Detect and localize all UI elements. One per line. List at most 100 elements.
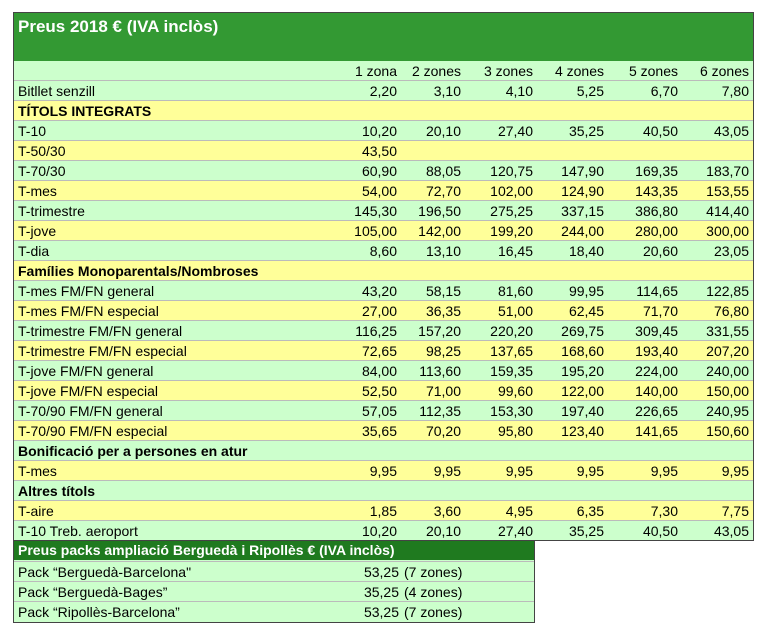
price: 9,95: [433, 463, 461, 479]
price: 195,20: [561, 363, 604, 379]
row-label: T-aire: [18, 503, 54, 519]
price-row: T-trimestre 145,30 196,50 275,25 337,15 386,8…: [14, 200, 753, 220]
section-row: Altres títols: [14, 480, 753, 500]
price: 4,95: [505, 503, 533, 519]
price: 197,40: [561, 403, 604, 419]
column-header: 2 zones: [411, 63, 461, 79]
price: 153,55: [706, 183, 749, 199]
row-label: T-mes: [18, 183, 57, 199]
row-label: T-70/30: [18, 163, 66, 179]
price: 16,45: [497, 243, 533, 259]
pack-price: 53,25: [363, 564, 399, 580]
price: 27,00: [361, 303, 397, 319]
price: 147,90: [561, 163, 604, 179]
price: 27,40: [497, 523, 533, 539]
price: 123,40: [561, 423, 604, 439]
price-row: T-jove 105,00 142,00 199,20 244,00 280,00 300,…: [14, 220, 753, 240]
price-row: T-mes 54,00 72,70 102,00 124,90 143,35 153,55: [14, 180, 753, 200]
price: 220,20: [490, 323, 533, 339]
price-row: T-jove FM/FN general 84,00 113,60 159,35 195…: [14, 360, 753, 380]
packs-table: Preus packs ampliació Berguedà i Ripollè…: [13, 540, 535, 623]
packs-header: [14, 541, 534, 560]
price: 102,00: [490, 183, 533, 199]
price: 105,00: [354, 223, 397, 239]
pack-price: 53,25: [363, 604, 399, 620]
price: 81,60: [497, 283, 533, 299]
price: 145,30: [354, 203, 397, 219]
price: 9,95: [721, 463, 749, 479]
pack-name: Pack “Berguedà-Barcelona": [18, 564, 192, 580]
price: 207,20: [706, 343, 749, 359]
section-row: Bonificació per a persones en atur: [14, 440, 753, 460]
price: 143,35: [635, 183, 678, 199]
price: 2,20: [369, 83, 397, 99]
price: 140,00: [635, 383, 678, 399]
packs-title: Preus packs ampliació Berguedà i Ripollè…: [18, 542, 395, 558]
price: 5,25: [576, 83, 604, 99]
price: 40,50: [642, 523, 678, 539]
price-row: T-70/90 FM/FN especial 35,65 70,20 95,80 123…: [14, 420, 753, 440]
price: 142,00: [418, 223, 461, 239]
price: 70,20: [425, 423, 461, 439]
price: 6,70: [650, 83, 678, 99]
column-header: 1 zona: [354, 63, 397, 79]
price-row: T-mes FM/FN especial 27,00 36,35 51,00 62,45…: [14, 300, 753, 320]
column-header: 6 zones: [699, 63, 749, 79]
price: 113,60: [419, 363, 461, 379]
title-bar: [14, 13, 753, 61]
price: 337,15: [561, 203, 604, 219]
price: 84,00: [361, 363, 397, 379]
price-row: T-aire 1,85 3,60 4,95 6,35 7,30 7,75: [14, 500, 753, 520]
price: 35,25: [568, 123, 604, 139]
section-label: Bonificació per a persones en atur: [18, 443, 248, 459]
price: 99,60: [497, 383, 533, 399]
price: 98,25: [425, 343, 461, 359]
price: 57,05: [361, 403, 397, 419]
price: 7,80: [721, 83, 749, 99]
price-row: T-trimestre FM/FN general 116,25 157,20 220…: [14, 320, 753, 340]
price: 300,00: [706, 223, 749, 239]
price: 124,90: [561, 183, 604, 199]
pack-name: Pack “Berguedà-Bages”: [18, 584, 168, 600]
price: 112,35: [419, 403, 461, 419]
price: 169,35: [635, 163, 678, 179]
title: Preus 2018 € (IVA inclòs): [18, 17, 219, 36]
price: 52,50: [361, 383, 397, 399]
price: 150,00: [706, 383, 749, 399]
price-row: Bitllet senzill 2,20 3,10 4,10 5,25 6,70 7,80: [14, 80, 753, 100]
price-row: T-70/90 FM/FN general 57,05 112,35 153,30 19…: [14, 400, 753, 420]
price: 137,65: [490, 343, 533, 359]
price-row: T-trimestre FM/FN especial 72,65 98,25 137,…: [14, 340, 753, 360]
price: 386,80: [635, 203, 678, 219]
price: 7,30: [650, 503, 678, 519]
price: 240,95: [706, 403, 749, 419]
price: 9,95: [369, 463, 397, 479]
row-label: T-dia: [18, 243, 50, 259]
section-label: Altres títols: [18, 483, 96, 499]
column-header: 3 zones: [483, 63, 533, 79]
price: 244,00: [561, 223, 604, 239]
row-label: T-10 Treb. aeroport: [18, 523, 138, 539]
price: 153,30: [490, 403, 533, 419]
price: 18,40: [568, 243, 604, 259]
column-header: 5 zones: [628, 63, 678, 79]
row-label: T-trimestre FM/FN especial: [18, 343, 187, 359]
price: 13,10: [425, 243, 461, 259]
price: 36,35: [425, 303, 461, 319]
price: 116,25: [355, 323, 397, 339]
price: 43,05: [713, 523, 749, 539]
price: 43,20: [361, 283, 397, 299]
price-row: T-dia 8,60 13,10 16,45 18,40 20,60 23,05: [14, 240, 753, 260]
price: 9,95: [505, 463, 533, 479]
price: 43,50: [361, 143, 397, 159]
price-row: T-70/30 60,90 88,05 120,75 147,90 169,35 183,7…: [14, 160, 753, 180]
price: 6,35: [576, 503, 604, 519]
price: 23,05: [713, 243, 749, 259]
pack-price: 35,25: [363, 584, 399, 600]
price: 414,40: [706, 203, 749, 219]
row-label: T-jove FM/FN general: [18, 363, 154, 379]
pack-row: Pack “Berguedà-Barcelona" 53,25 (7 zones): [14, 561, 534, 581]
section-row: Famílies Monoparentals/Nombroses: [14, 260, 753, 280]
price: 226,65: [635, 403, 678, 419]
